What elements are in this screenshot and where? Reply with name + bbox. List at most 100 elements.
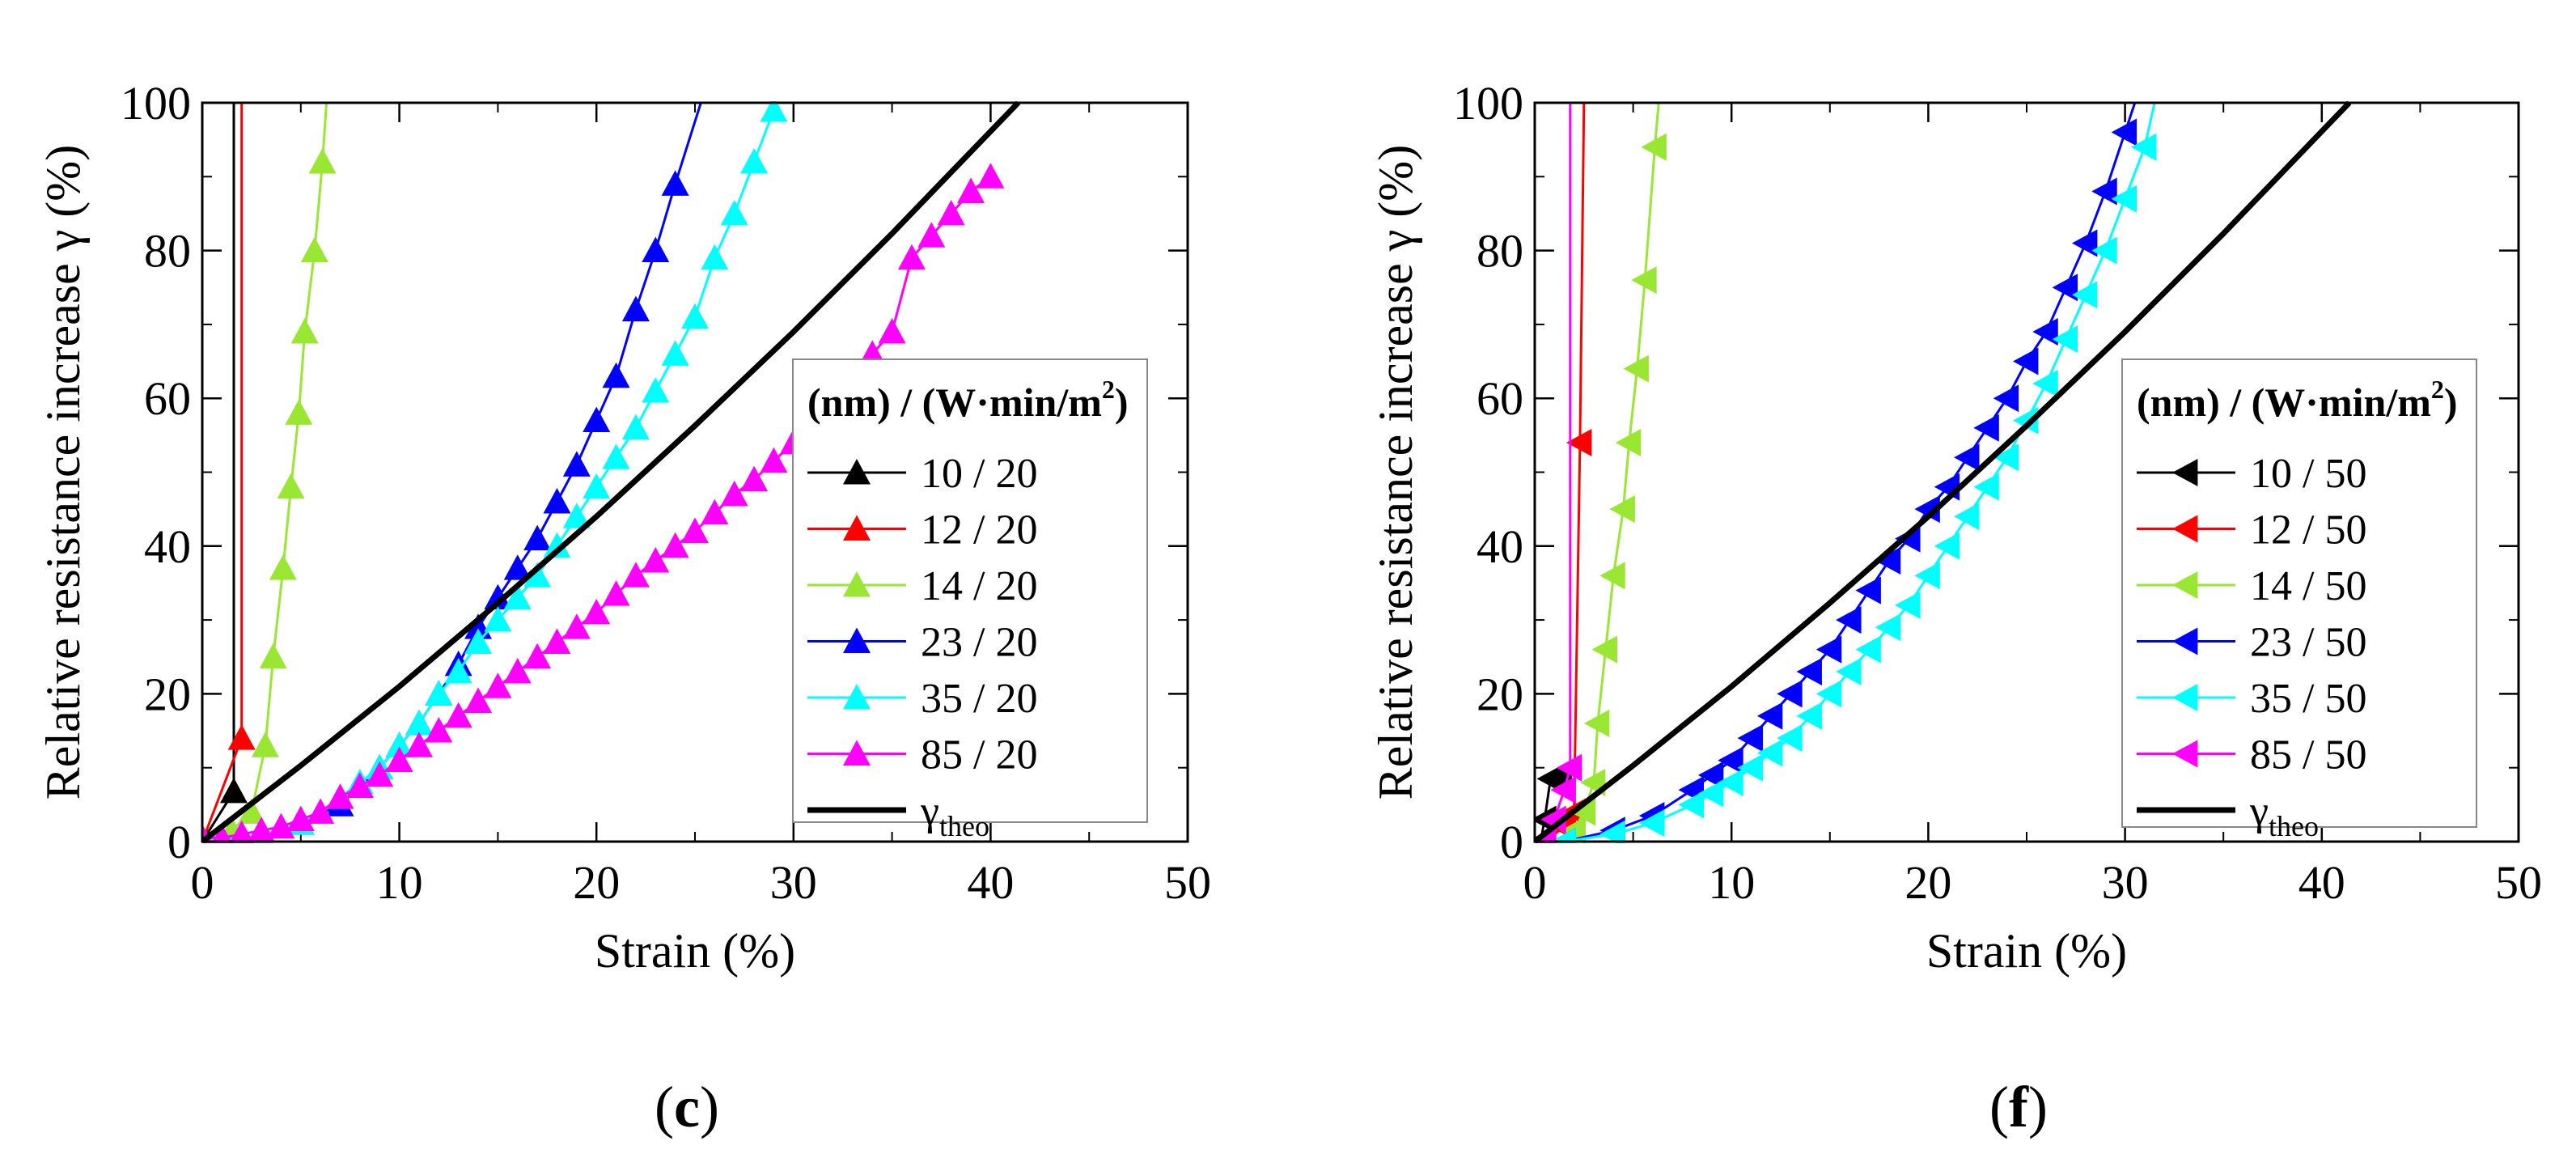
- panel-label-letter: c: [674, 1075, 700, 1139]
- data-marker: [1914, 495, 1940, 524]
- data-marker: [219, 777, 248, 804]
- data-marker: [1631, 266, 1657, 295]
- panel-label-close: ): [2028, 1075, 2048, 1139]
- panel-f: 0 10 20 30 40 50 0 20 40 60 80 100 Strain (%) Relativ…: [1369, 77, 2542, 1139]
- data-marker: [1615, 428, 1642, 456]
- legend-marker: [843, 627, 871, 653]
- y-tick-label: 0: [167, 816, 191, 868]
- data-marker: [937, 199, 965, 226]
- data-marker: [444, 658, 472, 684]
- data-marker: [269, 554, 297, 580]
- data-marker: [681, 303, 709, 329]
- legend-label: 23 / 50: [2250, 620, 2366, 666]
- y-tick-label: 80: [144, 225, 191, 278]
- data-marker: [523, 562, 552, 588]
- legend-label-theo: γtheo: [920, 788, 989, 842]
- x-axis-label: Strain (%): [595, 924, 795, 978]
- legend-title-end: ): [1115, 380, 1129, 425]
- data-marker: [1836, 658, 1862, 686]
- series-line-35-20: [202, 109, 775, 843]
- x-tick-label: 0: [1523, 856, 1547, 909]
- x-tick-label: 30: [770, 856, 817, 909]
- data-marker: [464, 628, 493, 654]
- data-marker: [562, 613, 591, 639]
- data-marker: [1815, 635, 1842, 664]
- data-marker: [2111, 185, 2137, 213]
- data-marker: [1570, 798, 1596, 826]
- data-marker: [720, 199, 748, 226]
- data-marker: [300, 236, 328, 263]
- panel-label-letter: f: [2009, 1075, 2029, 1139]
- x-tick-label: 0: [191, 856, 214, 909]
- data-marker: [661, 170, 689, 196]
- data-marker: [1895, 591, 1921, 619]
- data-marker: [2013, 406, 2039, 435]
- x-tick-label: 20: [573, 856, 620, 909]
- legend-marker: [2172, 740, 2198, 768]
- data-marker: [740, 148, 769, 174]
- data-marker: [1796, 658, 1822, 686]
- x-axis-label: Strain (%): [1926, 924, 2127, 978]
- legend-label: 85 / 50: [2250, 732, 2366, 778]
- legend-label: 35 / 50: [2250, 676, 2366, 722]
- series-line-23-20: [202, 102, 702, 843]
- legend-label-sub: theo: [939, 810, 989, 842]
- data-marker: [248, 817, 276, 842]
- data-marker: [1697, 779, 1724, 808]
- data-marker: [2130, 133, 2157, 161]
- data-marker: [464, 687, 493, 713]
- panel-label-close: ): [700, 1075, 719, 1139]
- x-tick-label: 50: [2495, 856, 2542, 909]
- data-marker: [267, 812, 295, 839]
- x-tick-label: 30: [2102, 856, 2149, 909]
- data-marker: [661, 532, 689, 558]
- data-marker: [307, 798, 335, 824]
- y-tick-label: 0: [1500, 816, 1523, 868]
- series-line-12-50: [1544, 102, 1586, 843]
- legend-title-main: (nm) / (W·min/m: [2137, 380, 2431, 425]
- series-line-14-20: [202, 102, 328, 843]
- data-marker: [602, 362, 630, 388]
- data-marker: [1855, 576, 1881, 604]
- legend-label: 35 / 20: [921, 676, 1037, 722]
- data-marker: [1641, 133, 1667, 161]
- data-marker: [583, 406, 611, 433]
- data-marker: [1591, 635, 1618, 664]
- data-marker: [760, 447, 788, 473]
- data-marker: [1718, 746, 1743, 774]
- data-marker: [385, 746, 413, 773]
- data-marker: [1973, 473, 1999, 501]
- data-marker: [602, 443, 630, 469]
- data-marker: [1540, 805, 1566, 834]
- data-marker: [484, 606, 512, 632]
- legend-title-sup: 2: [2431, 375, 2444, 404]
- legend-title-end: ): [2444, 380, 2458, 425]
- panel-label: (c): [655, 1075, 719, 1139]
- data-marker: [2032, 318, 2058, 346]
- data-marker: [720, 480, 748, 507]
- data-marker: [1993, 443, 2019, 472]
- data-marker: [642, 236, 670, 263]
- data-marker: [523, 643, 552, 669]
- series-line--theo: [1535, 101, 2352, 843]
- data-marker: [562, 503, 591, 528]
- y-tick-label: 60: [144, 372, 191, 425]
- legend-label-theo: γtheo: [2249, 788, 2319, 842]
- data-marker: [621, 562, 650, 588]
- data-marker: [1609, 495, 1635, 524]
- data-marker: [366, 761, 394, 787]
- legend-marker: [2172, 684, 2198, 711]
- data-marker: [1914, 562, 1940, 590]
- data-marker: [2071, 281, 2098, 309]
- panel-label-open: (: [1989, 1075, 2009, 1139]
- data-marker: [2091, 236, 2117, 265]
- data-marker: [621, 414, 650, 440]
- data-marker: [484, 583, 512, 610]
- data-marker: [2052, 325, 2078, 354]
- data-marker: [602, 580, 630, 606]
- plot-frame: [1533, 101, 2520, 843]
- data-marker: [621, 295, 650, 322]
- data-marker: [1796, 702, 1822, 730]
- data-marker: [2091, 177, 2117, 206]
